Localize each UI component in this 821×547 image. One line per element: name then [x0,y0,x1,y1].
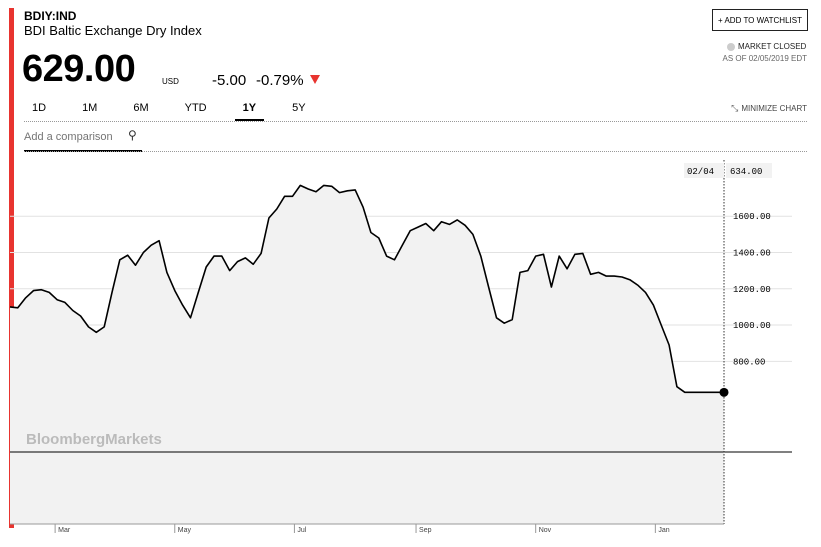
hover-value: 634.00 [730,167,762,177]
y-tick-label: 1200.00 [733,285,771,295]
minimize-chart-label: MINIMIZE CHART [741,104,807,113]
divider [24,121,807,122]
currency-label: USD [162,77,179,86]
down-arrow-icon [310,75,320,84]
tab-1d[interactable]: 1D [32,102,47,114]
x-tick-label: Nov [539,527,552,534]
x-tick-label: Sep [419,527,432,534]
add-to-watchlist-button[interactable]: + ADD TO WATCHLIST [712,9,808,31]
comparison-input[interactable] [24,131,124,143]
security-name: BDI Baltic Exchange Dry Index [24,23,202,38]
divider [24,151,807,152]
minimize-icon: ⤡ [731,103,739,113]
lower-band [10,452,724,524]
y-tick-label: 1600.00 [733,212,771,222]
y-tick-label: 1400.00 [733,248,771,258]
tab-ytd[interactable]: YTD [184,102,207,114]
market-status-dot-icon [727,43,735,51]
tab-6m[interactable]: 6M [133,102,149,114]
tab-1y[interactable]: 1Y [234,98,265,121]
tab-1m[interactable]: 1M [82,102,98,114]
y-tick-label: 1000.00 [733,321,771,331]
y-axis-labels: 800.00 1000.00 1200.00 1400.00 1600.00 [733,212,771,367]
hover-value-box [726,163,772,178]
x-tick-label: Jan [658,527,669,534]
last-price: 629.00 [22,48,136,90]
ticker-symbol: BDIY:IND [24,9,77,23]
as-of-timestamp: AS OF 02/05/2019 EDT [722,54,808,63]
search-icon[interactable]: ⚲ [128,128,137,142]
y-tick-label: 800.00 [733,357,765,367]
last-point-marker [719,387,729,397]
hover-date: 02/04 [687,167,714,177]
tab-5y[interactable]: 5Y [292,102,306,114]
x-tick-label: Jul [297,527,306,534]
range-tabs: 1D 1M 6M YTD 1Y 5Y [24,98,334,121]
price-change: -5.00 [212,72,247,89]
minimize-chart-button[interactable]: ⤡ MINIMIZE CHART [731,103,807,114]
x-tick-label: Mar [58,527,71,534]
x-axis-labels: Mar May Jul Sep Nov Jan [54,524,670,534]
price-line [9,184,724,394]
accent-bar [9,8,14,528]
watermark: BloombergMarkets [26,431,162,448]
hover-date-box [684,163,724,178]
market-status: MARKET CLOSED [738,42,807,51]
price-change-percent: -0.79% [256,72,304,89]
x-tick-label: May [178,527,192,534]
price-area [10,185,724,452]
